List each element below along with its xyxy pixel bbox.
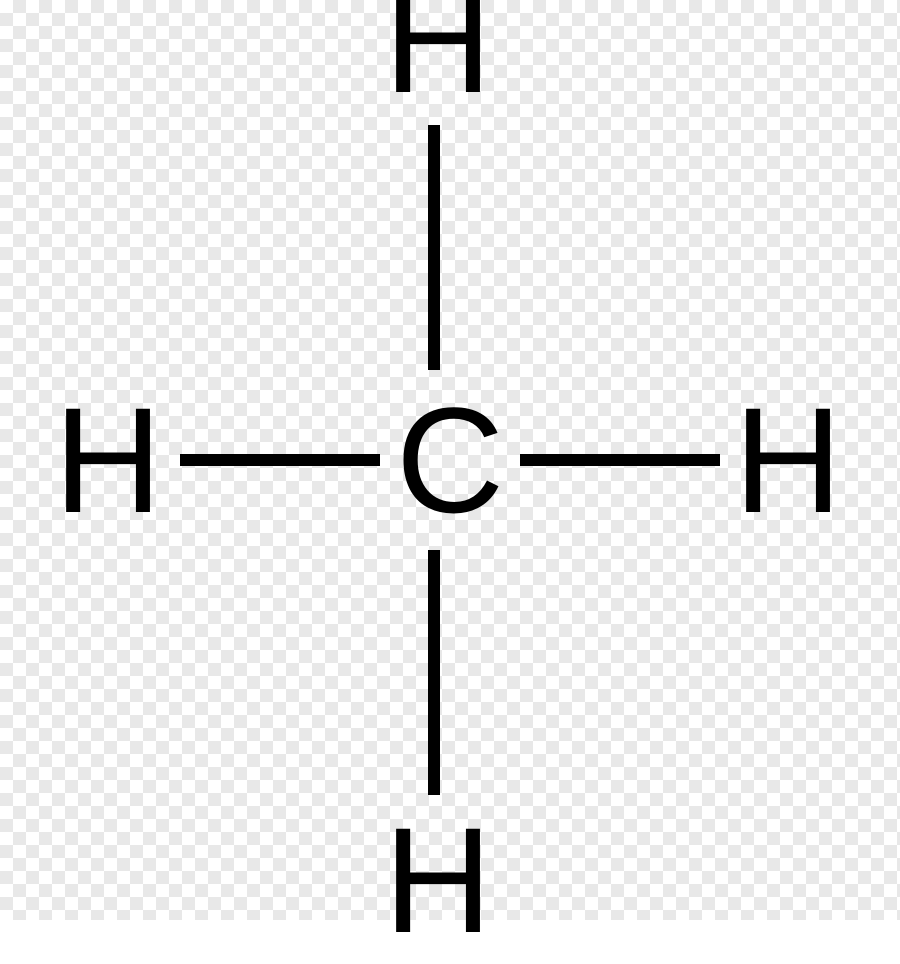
atom-bottom: H <box>384 805 492 955</box>
bond-left <box>180 454 380 466</box>
molecule-diagram: C H H H H <box>0 0 900 920</box>
bond-bottom <box>428 550 440 795</box>
bond-top <box>428 125 440 370</box>
atom-left: H <box>54 385 162 535</box>
atom-top: H <box>384 0 492 115</box>
atom-center: C <box>396 385 504 535</box>
atom-right: H <box>734 385 842 535</box>
bond-right <box>520 454 720 466</box>
